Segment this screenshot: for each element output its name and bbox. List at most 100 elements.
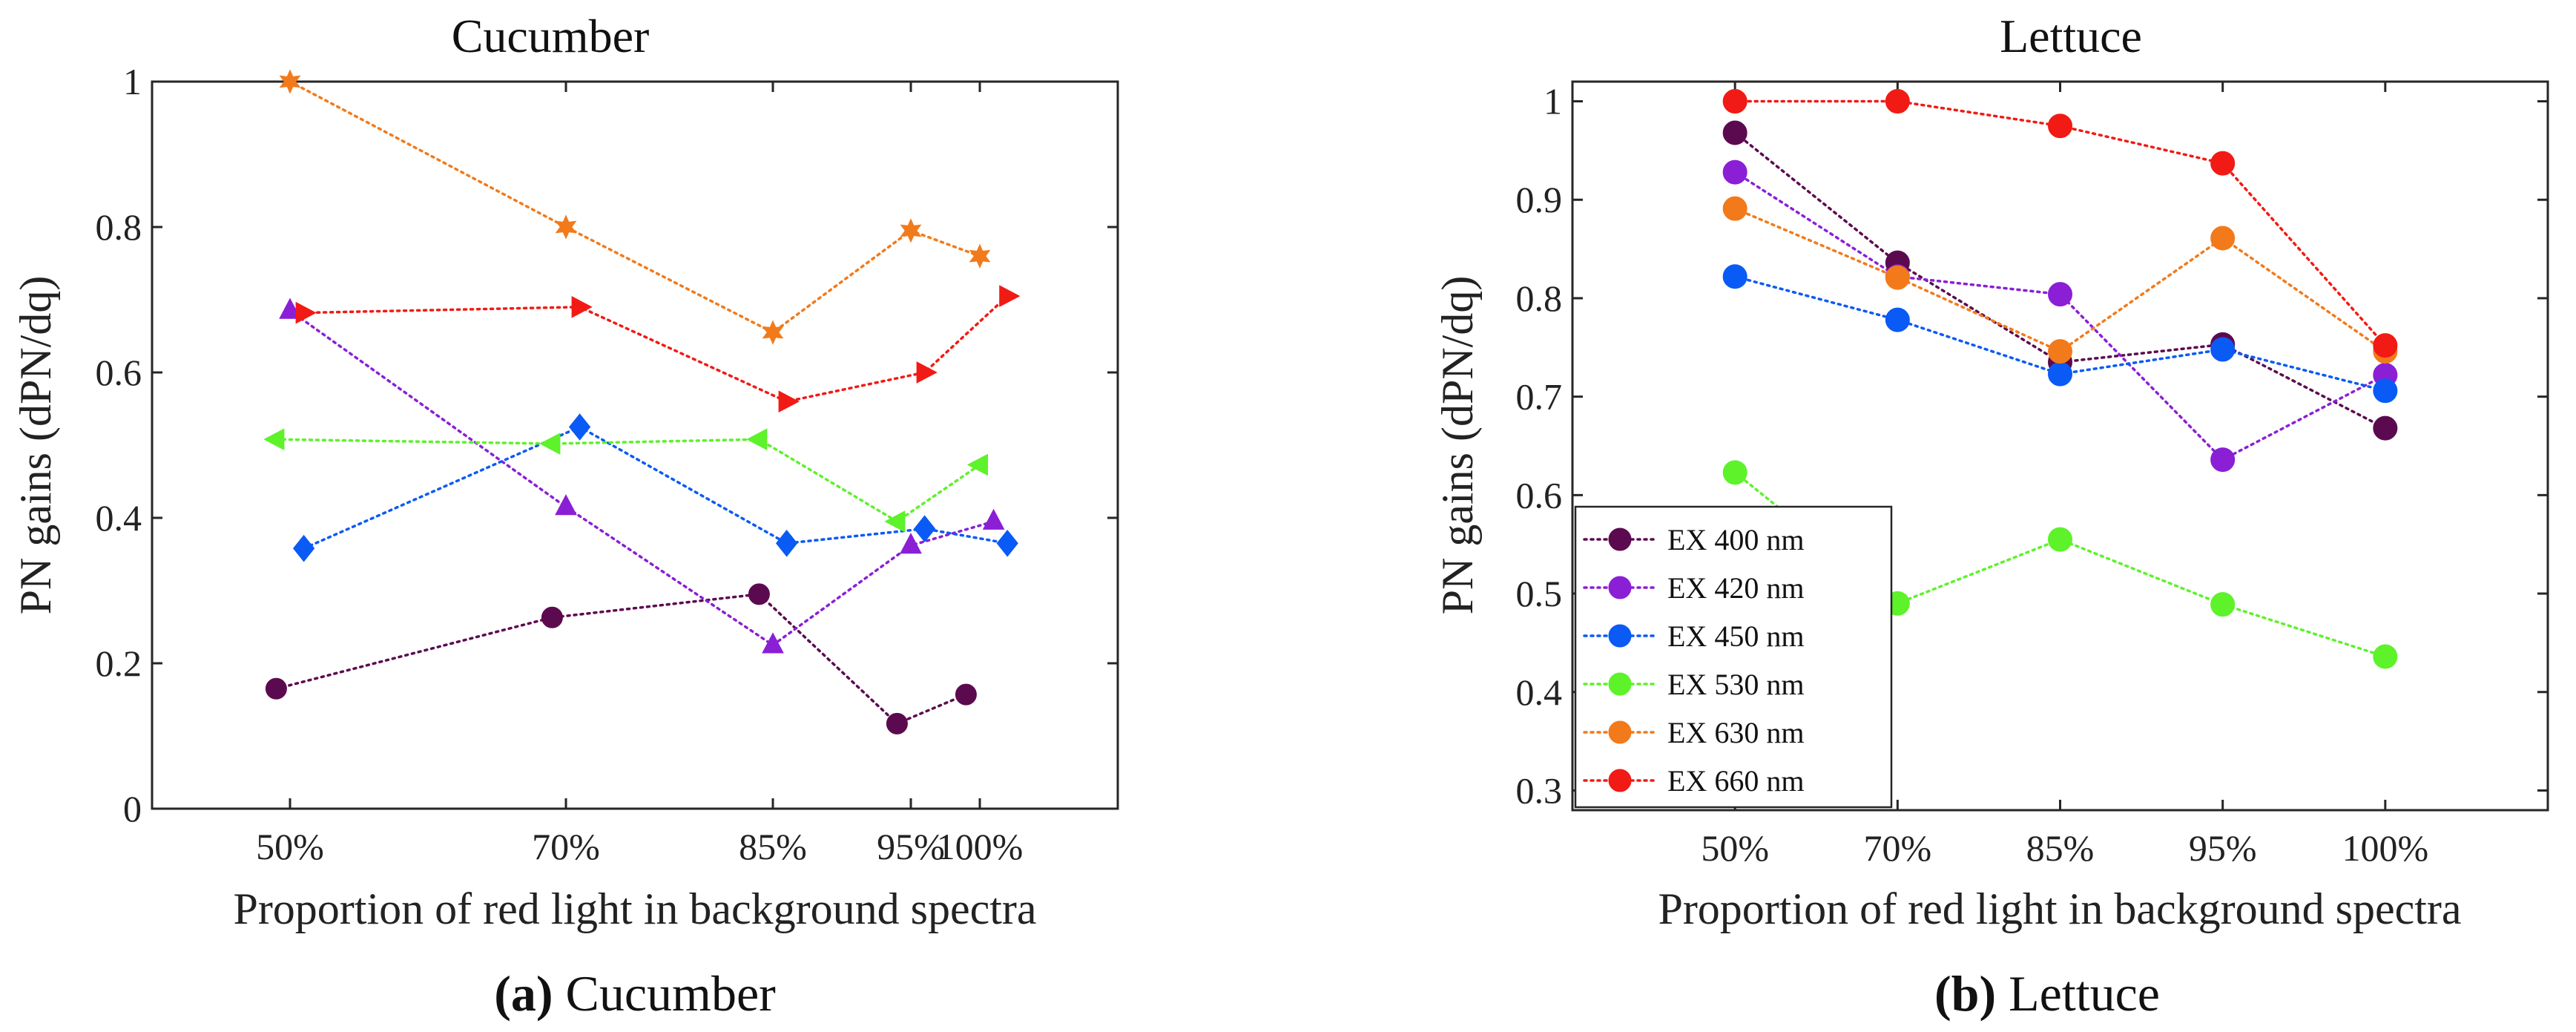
legend-marker-ex-630-nm [1608, 720, 1632, 744]
caption-label: (a) [494, 965, 553, 1022]
ticks: 0.3 0.4 0.5 0.6 0.7 0.8 0.9 1 50% 70% 85% 95% 100% [1516, 81, 2548, 869]
x-tick-label: 95% [2189, 827, 2257, 869]
y-axis-label: PN gains (dPN/dq) [11, 276, 60, 615]
data-point-ex-420-nm [555, 494, 577, 516]
x-tick-label: 85% [739, 826, 807, 867]
x-tick-label: 100% [2342, 827, 2429, 869]
series-line-ex-400-nm [1733, 131, 2387, 430]
chart-title: Cucumber [452, 10, 650, 62]
y-tick-label: 0.4 [96, 497, 142, 539]
data-point-ex-630-nm [2048, 339, 2072, 364]
y-tick-label: 0.6 [96, 352, 142, 393]
x-tick-label: 70% [532, 826, 600, 867]
legend-box [1574, 505, 1893, 809]
caption-label: (b) [1934, 965, 1996, 1022]
data-point-ex-530-nm [966, 453, 988, 476]
data-point-ex-530-nm [539, 433, 561, 455]
data-point-ex-450-nm [2210, 337, 2236, 362]
data-point-ex-450-nm [2048, 361, 2072, 387]
data-point-ex-450-nm [1722, 264, 1747, 289]
data-point-ex-450-nm [913, 515, 936, 543]
chart-title: Lettuce [2000, 10, 2142, 62]
series-markers [1722, 89, 2398, 669]
plot-area [151, 80, 1119, 810]
y-tick-label: 0.6 [1516, 474, 1563, 516]
y-tick-label: 0.8 [96, 206, 142, 248]
data-point-ex-630-nm [2210, 226, 2236, 251]
data-point-ex-530-nm [2373, 644, 2398, 669]
y-tick-label: 0 [123, 788, 142, 829]
data-point-ex-450-nm [996, 529, 1018, 557]
data-point-ex-450-nm [292, 534, 315, 562]
x-tick-label: 85% [2026, 827, 2095, 869]
data-point-ex-400-nm [2373, 415, 2398, 441]
data-point-ex-660-nm [2210, 151, 2236, 176]
lettuce-panel: Lettuce 0.3 0.4 0.5 0.6 0.7 0.8 0.9 1 50% 70% 85% 9… [1433, 10, 2549, 1022]
data-point-ex-530-nm [263, 428, 285, 450]
legend-label-ex-630-nm: EX 630 nm [1667, 716, 1804, 749]
caption-text: Lettuce [1996, 965, 2160, 1022]
legend-marker-ex-400-nm [1608, 527, 1632, 551]
x-axis-label: Proportion of red light in background sp… [233, 884, 1036, 933]
data-point-ex-530-nm [746, 428, 768, 450]
data-point-ex-400-nm [1722, 120, 1747, 145]
data-point-ex-660-nm [1722, 89, 1747, 114]
data-point-ex-660-nm [295, 301, 317, 324]
legend-marker-ex-420-nm [1608, 576, 1632, 599]
x-axis-label: Proportion of red light in background sp… [1658, 884, 2461, 933]
data-point-ex-630-nm [1885, 265, 1910, 290]
data-point-ex-660-nm [2048, 114, 2072, 139]
data-point-ex-530-nm [2210, 592, 2236, 617]
data-point-ex-420-nm [982, 508, 1005, 530]
series-markers [263, 69, 1021, 734]
x-tick-label: 50% [1701, 827, 1769, 869]
data-point-ex-630-nm [555, 214, 577, 240]
y-tick-label: 0.8 [1516, 277, 1563, 319]
data-point-ex-660-nm [2373, 333, 2398, 358]
x-tick-label: 100% [937, 826, 1024, 867]
data-point-ex-420-nm [762, 632, 784, 654]
data-point-ex-420-nm [1722, 160, 1747, 185]
data-point-ex-400-nm [886, 712, 908, 734]
x-tick-label: 50% [256, 826, 324, 867]
data-point-ex-630-nm [900, 218, 922, 243]
data-point-ex-450-nm [775, 529, 798, 557]
series-line-ex-450-nm [302, 425, 1009, 550]
y-tick-label: 1 [123, 61, 142, 102]
y-tick-label: 0.7 [1516, 376, 1563, 418]
panel-caption: (b) Lettuce [1934, 965, 2160, 1022]
data-point-ex-660-nm [1885, 89, 1910, 114]
legend-marker-ex-660-nm [1608, 769, 1632, 792]
data-point-ex-400-nm [955, 683, 977, 706]
data-point-ex-660-nm [778, 390, 800, 413]
data-point-ex-400-nm [541, 606, 563, 628]
data-point-ex-420-nm [2210, 447, 2236, 473]
data-point-ex-400-nm [748, 583, 770, 605]
legend-label-ex-660-nm: EX 660 nm [1667, 764, 1804, 798]
y-tick-label: 1 [1544, 81, 1562, 122]
legend-label-ex-530-nm: EX 530 nm [1667, 668, 1804, 701]
legend-label-ex-400-nm: EX 400 nm [1667, 523, 1804, 556]
y-tick-label: 0.5 [1516, 573, 1563, 614]
data-point-ex-450-nm [1885, 307, 1910, 332]
data-point-ex-530-nm [1722, 460, 1747, 485]
data-point-ex-630-nm [279, 69, 301, 94]
x-tick-label: 95% [877, 826, 945, 867]
legend-marker-ex-450-nm [1608, 624, 1632, 648]
data-point-ex-630-nm [762, 320, 784, 345]
panel-caption: (a) Cucumber [494, 965, 776, 1022]
y-tick-label: 0.9 [1516, 179, 1563, 220]
data-point-ex-660-nm [916, 361, 938, 384]
data-point-ex-450-nm [2373, 378, 2398, 404]
legend-label-ex-420-nm: EX 420 nm [1667, 571, 1804, 605]
data-point-ex-630-nm [1722, 196, 1747, 221]
data-point-ex-420-nm [279, 298, 301, 319]
legend-marker-ex-530-nm [1608, 672, 1632, 696]
data-point-ex-530-nm [884, 510, 906, 533]
caption-text: Cucumber [553, 965, 777, 1022]
data-point-ex-660-nm [571, 295, 593, 318]
x-tick-label: 70% [1864, 827, 1932, 869]
y-tick-label: 0.2 [96, 642, 142, 684]
ticks: 0 0.2 0.4 0.6 0.8 1 50% 70% 85% 95%100% [96, 61, 1118, 867]
